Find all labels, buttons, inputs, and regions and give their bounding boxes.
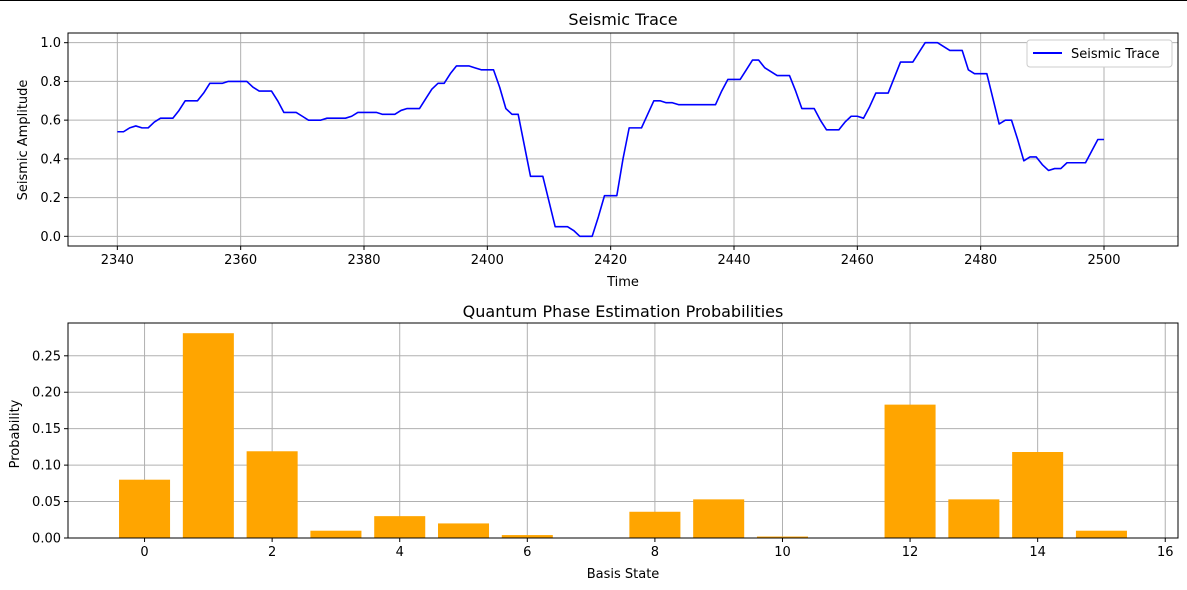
seismic-y-tick-label: 0.0: [40, 230, 61, 245]
qpe-x-label: Basis State: [587, 567, 660, 582]
seismic-series-group: [117, 41, 1104, 238]
qpe-x-tick-label: 0: [140, 545, 148, 560]
qpe-x-tick-label: 14: [1029, 545, 1046, 560]
qpe-bar-15: [1075, 530, 1127, 538]
seismic-x-tick-label: 2360: [224, 253, 257, 268]
qpe-x-tick-label: 6: [523, 545, 531, 560]
qpe-y-tick-label: 0.05: [32, 495, 61, 510]
seismic-y-label: Seismic Amplitude: [16, 80, 31, 201]
seismic-plot-frame: [67, 32, 1179, 247]
qpe-bar-9: [693, 499, 745, 538]
qpe-x-tick-label: 10: [774, 545, 791, 560]
qpe-plot-area: [68, 323, 1178, 538]
seismic-y-tick-label: 0.2: [40, 191, 61, 206]
qpe-bar-0: [119, 479, 171, 538]
seismic-ticks: 2340 2360 2380 2400 2420 2440 2460 2480 2500 0.0 0…: [40, 36, 1120, 268]
seismic-trace-line: [117, 41, 1104, 238]
qpe-y-tick-label: 0.00: [32, 532, 61, 547]
legend-box: [1026, 39, 1173, 68]
top-border: [0, 0, 1187, 1]
seismic-x-tick-label: 2340: [101, 253, 134, 268]
seismic-trace-chart: 2340 2360 2380 2400 2420 2440 2460 2480 2500 0.0 0…: [16, 10, 1179, 290]
qpe-bar-12: [884, 404, 936, 538]
qpe-bar-14: [1012, 452, 1064, 538]
seismic-title: Seismic Trace: [568, 10, 677, 29]
qpe-x-tick-label: 8: [651, 545, 659, 560]
seismic-legend: Seismic Trace: [1026, 39, 1173, 68]
qpe-y-label: Probability: [8, 399, 23, 468]
seismic-x-tick-label: 2420: [594, 253, 627, 268]
qpe-bar-8: [629, 511, 681, 538]
legend-label: Seismic Trace: [1071, 47, 1160, 62]
qpe-bar-5: [438, 523, 490, 538]
seismic-y-tick-label: 0.6: [40, 114, 61, 129]
seismic-grid: [68, 33, 1178, 246]
seismic-y-tick-label: 0.8: [40, 75, 61, 90]
qpe-y-tick-label: 0.25: [32, 349, 61, 364]
qpe-bar-13: [948, 499, 1000, 538]
qpe-bar-3: [310, 530, 362, 538]
qpe-x-tick-label: 2: [268, 545, 276, 560]
qpe-bars-group: [119, 333, 1127, 538]
qpe-x-tick-label: 16: [1157, 545, 1174, 560]
qpe-y-tick-label: 0.10: [32, 459, 61, 474]
seismic-y-tick-label: 0.4: [40, 152, 61, 167]
seismic-x-tick-label: 2380: [347, 253, 380, 268]
qpe-bar-6: [501, 535, 553, 538]
seismic-plot-area: [68, 33, 1178, 246]
seismic-x-tick-label: 2460: [841, 253, 874, 268]
seismic-x-tick-label: 2400: [471, 253, 504, 268]
qpe-x-tick-label: 4: [396, 545, 404, 560]
qpe-bar-2: [246, 451, 298, 538]
seismic-x-label: Time: [606, 275, 639, 290]
qpe-x-tick-label: 12: [902, 545, 919, 560]
seismic-x-tick-label: 2440: [717, 253, 750, 268]
qpe-ticks: 0 2 4 6 8 10 12 14 16 0.00 0.05 0.10 0.15 0.20 0.25: [32, 349, 1173, 560]
qpe-plot-frame: [67, 322, 1179, 539]
seismic-x-tick-label: 2500: [1087, 253, 1120, 268]
seismic-x-tick-label: 2480: [964, 253, 997, 268]
qpe-title: Quantum Phase Estimation Probabilities: [463, 302, 784, 321]
qpe-bar-1: [182, 333, 234, 538]
qpe-bar-10: [756, 536, 808, 538]
qpe-y-tick-label: 0.15: [32, 422, 61, 437]
qpe-probabilities-chart: 0 2 4 6 8 10 12 14 16 0.00 0.05 0.10 0.15 0.20 0.25 Qu…: [8, 302, 1179, 582]
qpe-bar-4: [374, 516, 426, 538]
qpe-y-tick-label: 0.20: [32, 386, 61, 401]
seismic-y-tick-label: 1.0: [40, 36, 61, 51]
